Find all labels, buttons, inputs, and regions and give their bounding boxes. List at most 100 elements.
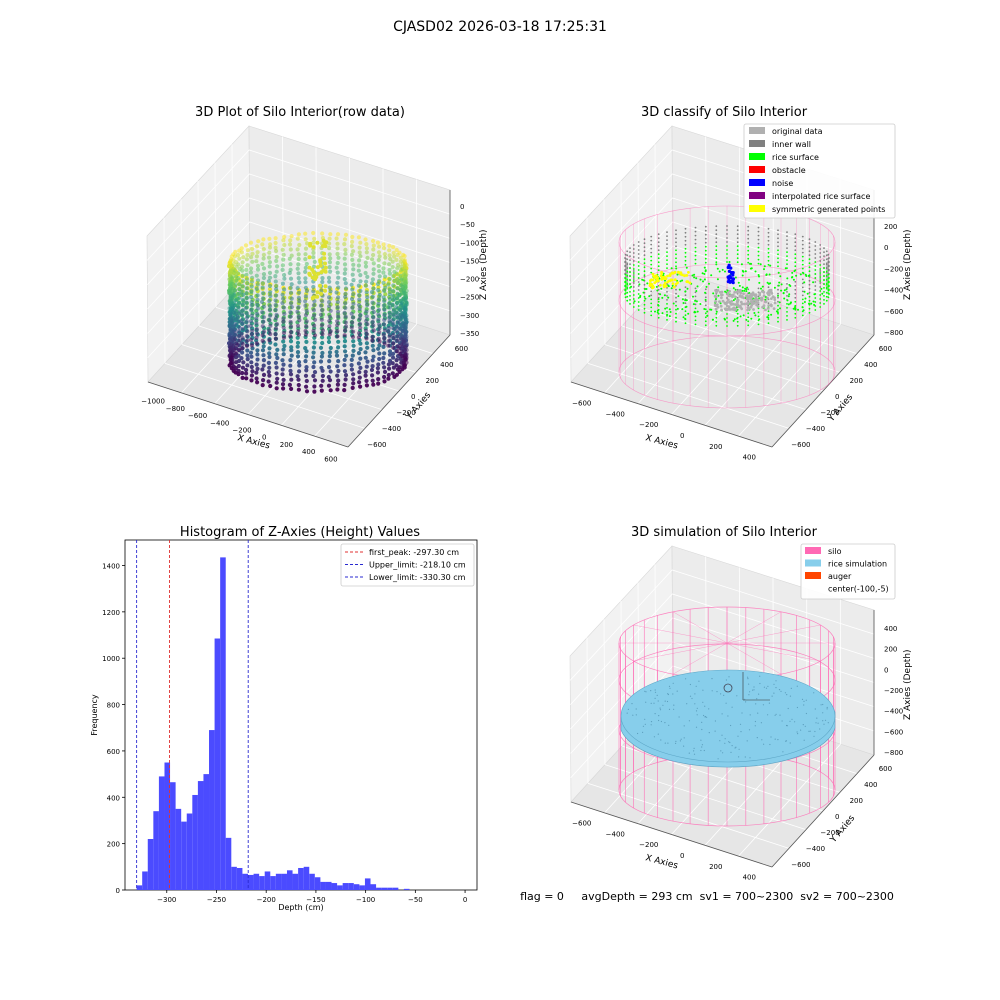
rice-mesh-point bbox=[794, 721, 796, 723]
rice-surface-point bbox=[738, 284, 741, 287]
inner-wall-point bbox=[747, 229, 750, 232]
inner-wall-point bbox=[726, 325, 728, 327]
inner-wall-point bbox=[675, 308, 677, 311]
raw-point bbox=[244, 305, 249, 310]
raw-point bbox=[335, 364, 340, 369]
raw-point bbox=[236, 301, 242, 306]
original-data-point bbox=[738, 289, 741, 292]
raw-point bbox=[244, 300, 249, 305]
rice-surface-point bbox=[745, 290, 748, 293]
raw-point bbox=[239, 246, 244, 251]
inner-wall-point bbox=[657, 312, 660, 315]
inner-wall-point bbox=[684, 239, 687, 242]
rice-surface-point bbox=[682, 302, 685, 304]
inner-wall-point bbox=[632, 256, 635, 258]
raw-point bbox=[358, 240, 363, 245]
rice-surface-point bbox=[803, 281, 806, 284]
rice-surface-point bbox=[675, 267, 678, 270]
histogram-bar bbox=[242, 873, 248, 890]
plot4-x-tick: 200 bbox=[709, 863, 722, 871]
rice-mesh-point bbox=[650, 702, 652, 705]
original-data-point bbox=[773, 301, 777, 305]
raw-point bbox=[240, 268, 245, 273]
raw-point bbox=[261, 275, 266, 281]
rice-surface-point bbox=[676, 273, 679, 276]
raw-point bbox=[254, 370, 259, 375]
raw-point bbox=[387, 305, 392, 310]
y-tick-label: 400 bbox=[107, 794, 120, 802]
raw-point bbox=[312, 378, 318, 383]
rice-mesh-point bbox=[637, 732, 639, 735]
raw-point bbox=[282, 343, 287, 349]
raw-point bbox=[311, 295, 316, 300]
raw-point bbox=[377, 274, 382, 279]
raw-point bbox=[233, 321, 238, 327]
inner-wall-point bbox=[726, 313, 728, 315]
plot1-z-tick: −350 bbox=[460, 330, 479, 338]
rice-surface-point bbox=[749, 262, 751, 265]
original-data-point bbox=[734, 295, 737, 299]
inner-wall-point bbox=[801, 290, 804, 293]
rice-surface-point bbox=[668, 308, 671, 311]
rice-mesh-point bbox=[763, 743, 765, 745]
raw-point bbox=[365, 274, 370, 279]
rice-mesh-point bbox=[747, 676, 749, 678]
inner-wall-point bbox=[814, 309, 817, 311]
plot2-zlabel: Z Axies (Depth) bbox=[903, 229, 913, 300]
inner-wall-point bbox=[786, 319, 788, 321]
inner-wall-point bbox=[632, 270, 635, 272]
inner-wall-point bbox=[726, 249, 728, 251]
raw-point bbox=[320, 279, 325, 285]
raw-point bbox=[288, 276, 294, 281]
inner-wall-point bbox=[666, 247, 668, 250]
raw-point bbox=[255, 302, 260, 307]
rice-mesh-point bbox=[787, 707, 789, 710]
raw-point bbox=[343, 251, 348, 256]
raw-point bbox=[328, 388, 333, 393]
original-data-point bbox=[716, 305, 720, 309]
raw-point bbox=[273, 342, 278, 347]
rice-surface-point bbox=[695, 290, 698, 292]
raw-point bbox=[288, 285, 293, 290]
original-data-point bbox=[719, 304, 723, 308]
raw-point bbox=[267, 318, 272, 323]
raw-point bbox=[351, 381, 356, 386]
raw-point bbox=[391, 274, 396, 279]
rice-mesh-point bbox=[693, 747, 695, 750]
inner-wall-point bbox=[827, 296, 830, 299]
plot2-y-tick: −600 bbox=[791, 441, 810, 449]
inner-wall-point bbox=[827, 285, 830, 288]
rice-mesh-point bbox=[669, 687, 671, 689]
rice-surface-point bbox=[732, 287, 735, 290]
raw-point bbox=[233, 249, 238, 254]
inner-wall-point bbox=[684, 247, 687, 250]
rice-surface-point bbox=[659, 293, 662, 296]
raw-point bbox=[376, 362, 381, 367]
rice-surface-point bbox=[679, 280, 682, 283]
rice-surface-point bbox=[655, 285, 658, 288]
raw-point bbox=[382, 365, 387, 370]
original-data-point bbox=[767, 290, 771, 294]
raw-point bbox=[318, 359, 324, 364]
rice-mesh-point bbox=[773, 683, 775, 685]
raw-point bbox=[282, 234, 287, 240]
rice-mesh-point bbox=[754, 720, 757, 723]
raw-point bbox=[381, 295, 386, 300]
rice-mesh-point bbox=[785, 740, 787, 742]
raw-point bbox=[273, 316, 279, 321]
rice-mesh-point bbox=[774, 738, 776, 740]
raw-point bbox=[327, 332, 332, 337]
plot4-y-tick: −400 bbox=[806, 845, 825, 853]
histogram-bar bbox=[359, 885, 365, 890]
raw-point bbox=[280, 247, 285, 252]
plot2-y-tick: −200 bbox=[820, 409, 839, 417]
rice-mesh-point bbox=[748, 729, 751, 731]
rice-surface-point bbox=[792, 307, 795, 310]
rice-surface-point bbox=[664, 307, 667, 310]
rice-mesh-point bbox=[653, 702, 655, 704]
raw-point bbox=[281, 296, 286, 301]
rice-mesh-point bbox=[704, 716, 706, 718]
raw-point bbox=[403, 268, 408, 273]
raw-point bbox=[383, 285, 388, 290]
inner-wall-point bbox=[650, 314, 653, 317]
